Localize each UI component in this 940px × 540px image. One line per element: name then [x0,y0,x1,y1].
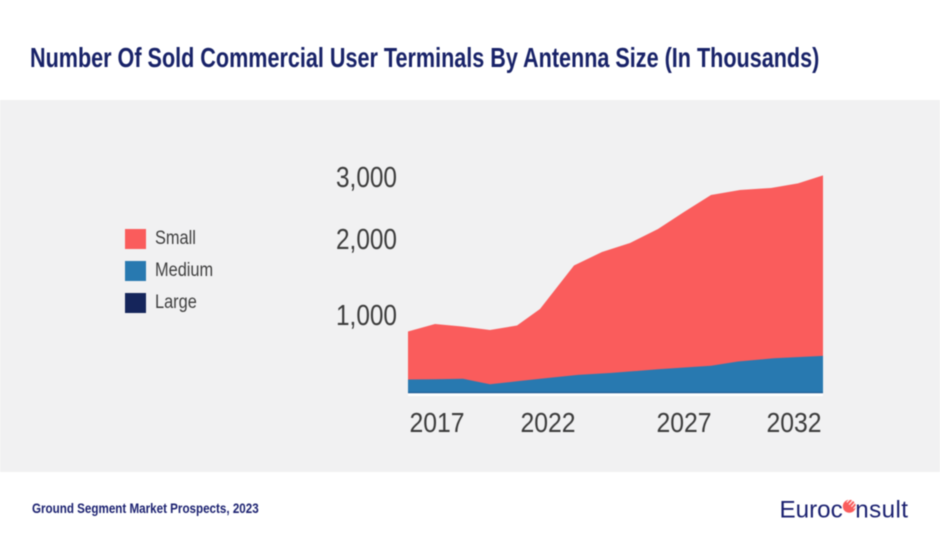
svg-text:nsult: nsult [855,497,908,524]
svg-text:Euroc: Euroc [780,497,843,524]
